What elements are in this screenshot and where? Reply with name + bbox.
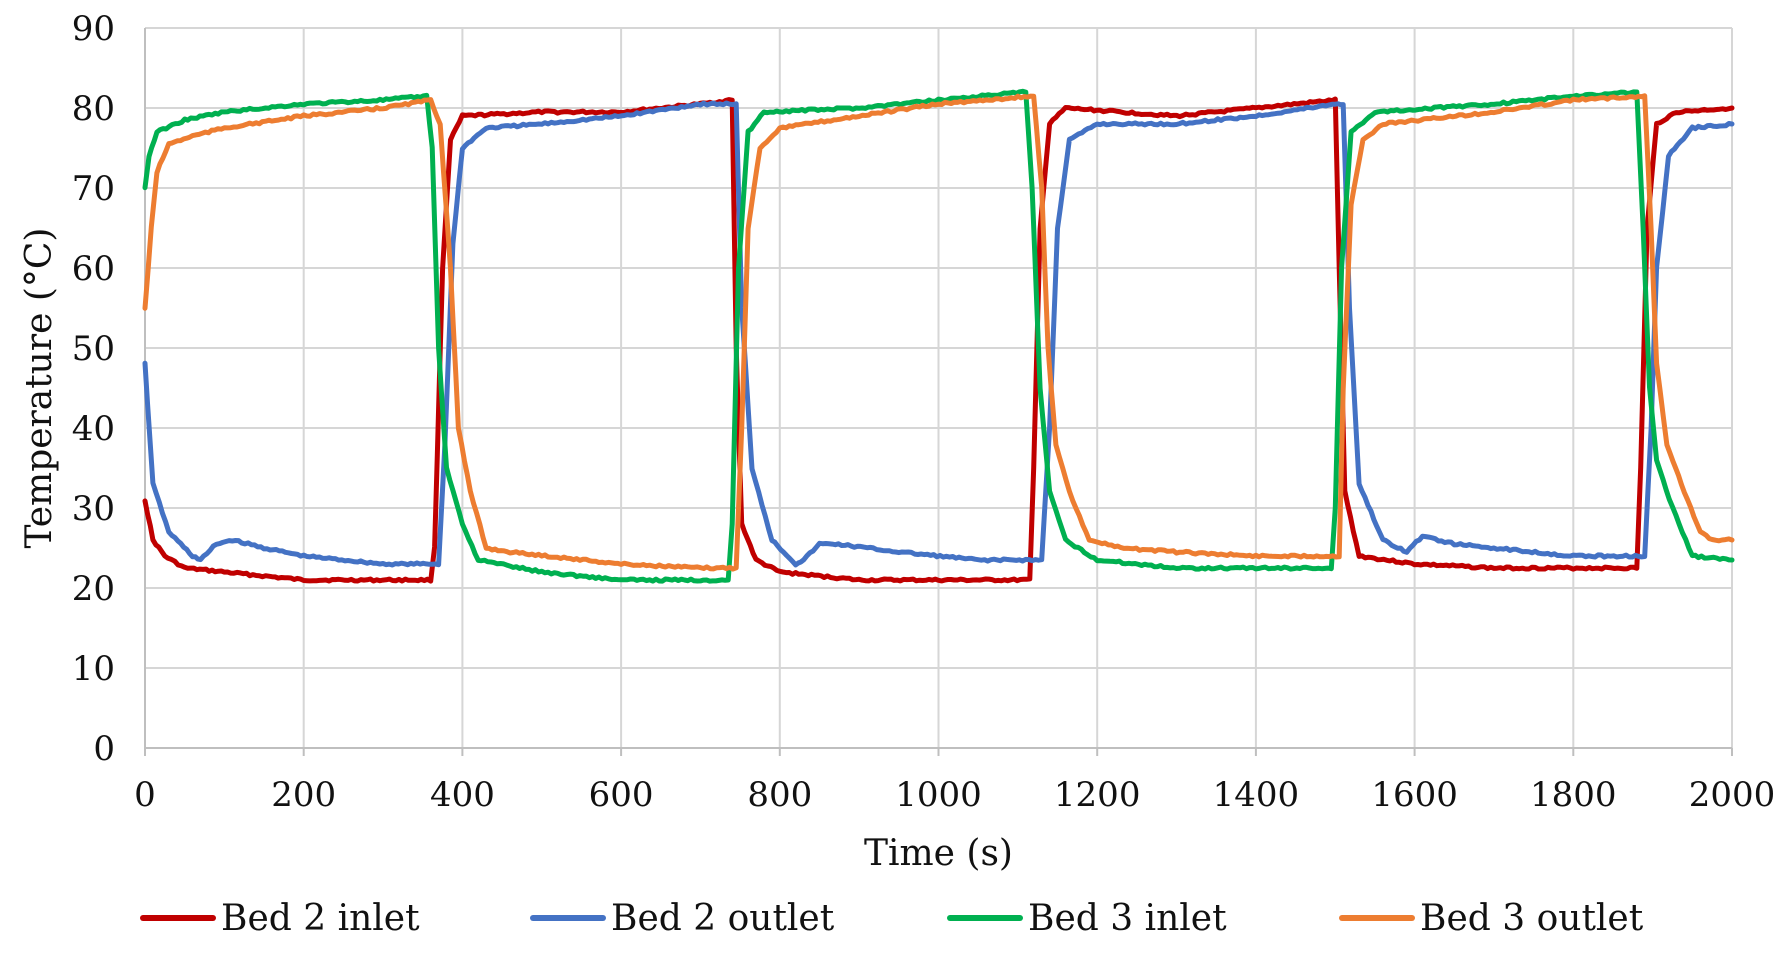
legend: Bed 2 inlet Bed 2 outlet Bed 3 inlet Bed 3 …	[140, 898, 1644, 939]
y-tick-label: 10	[72, 649, 115, 689]
series-line-bed-3-inlet	[142, 88, 1735, 584]
y-axis-title: Temperature (°C)	[19, 228, 60, 549]
x-tick-label: 800	[747, 775, 812, 815]
x-tick-label: 1400	[1213, 775, 1300, 815]
y-tick-label: 30	[72, 489, 115, 529]
y-tick-label: 70	[72, 169, 115, 209]
series-line-bed-2-outlet	[142, 100, 1735, 568]
y-tick-label: 60	[72, 249, 115, 289]
series-line-bed-3-outlet	[142, 93, 1735, 572]
legend-item: Bed 3 inlet	[947, 898, 1227, 939]
data-series	[142, 88, 1735, 584]
x-tick-label: 1200	[1054, 775, 1141, 815]
y-tick-label: 90	[72, 9, 115, 49]
x-axis-title: Time (s)	[864, 833, 1013, 874]
x-tick-label: 2000	[1689, 775, 1776, 815]
y-tick-label: 40	[72, 409, 115, 449]
x-tick-label: 1600	[1371, 775, 1458, 815]
x-tick-label: 1800	[1530, 775, 1617, 815]
series-line-bed-2-inlet	[142, 96, 1735, 584]
legend-label: Bed 3 inlet	[1028, 898, 1227, 939]
y-tick-label: 80	[72, 89, 115, 129]
y-tick-label: 0	[93, 729, 115, 769]
legend-label: Bed 3 outlet	[1420, 898, 1644, 939]
legend-item: Bed 2 inlet	[140, 898, 420, 939]
legend-item: Bed 2 outlet	[530, 898, 835, 939]
x-tick-label: 1000	[895, 775, 982, 815]
tick-labels: 0 10 20 30 40 50 60 70 80 90 0 200 400 600 800 1000 1200…	[72, 9, 1776, 815]
x-tick-label: 200	[271, 775, 336, 815]
x-tick-label: 600	[589, 775, 654, 815]
x-tick-label: 0	[134, 775, 156, 815]
x-tick-label: 400	[430, 775, 495, 815]
y-tick-label: 20	[72, 569, 115, 609]
legend-label: Bed 2 outlet	[611, 898, 835, 939]
legend-item: Bed 3 outlet	[1339, 898, 1644, 939]
y-tick-label: 50	[72, 329, 115, 369]
legend-label: Bed 2 inlet	[221, 898, 420, 939]
